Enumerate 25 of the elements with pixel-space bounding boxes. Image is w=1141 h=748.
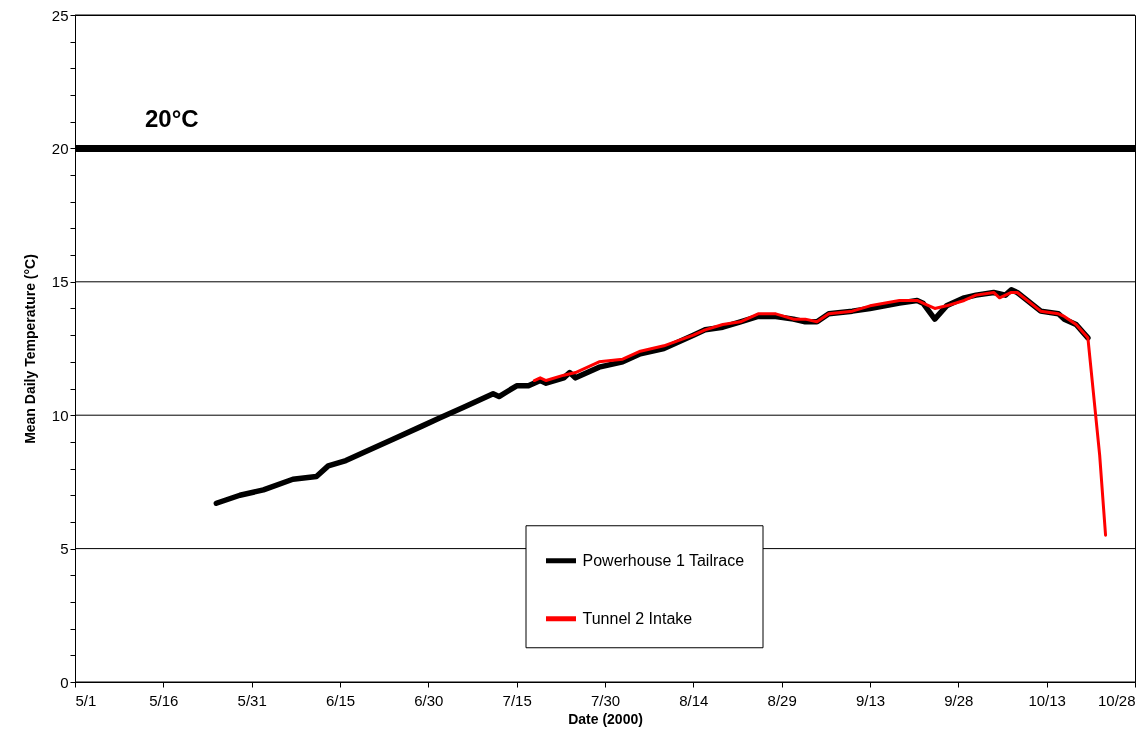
x-tick-label: 9/13 — [855, 691, 886, 709]
x-tick-label: 7/30 — [590, 691, 621, 709]
y-tick-label: 20 — [51, 139, 69, 157]
y-tick-label: 25 — [51, 6, 69, 24]
x-tick-label: 6/30 — [414, 691, 444, 709]
legend-label: Powerhouse 1 Tailrace — [582, 551, 745, 569]
line-series — [532, 290, 1108, 537]
x-tick-label: 9/28 — [944, 691, 974, 709]
x-tick-label: 10/28 — [1097, 691, 1136, 709]
y-tick-label: 0 — [60, 673, 69, 691]
y-tick-label: 10 — [51, 406, 69, 424]
x-tick-label: 5/16 — [149, 691, 179, 709]
x-axis-title: Date (2000) — [568, 710, 643, 727]
legend-label: Tunnel 2 Intake — [582, 609, 693, 627]
y-tick-label: 5 — [60, 540, 69, 558]
x-tick-label: 8/29 — [767, 691, 797, 709]
x-tick-label: 10/13 — [1028, 691, 1066, 709]
x-tick-label: 5/1 — [75, 691, 97, 709]
y-axis-title: Mean Daily Temperature (°C) — [21, 254, 38, 444]
x-tick-label: 6/15 — [325, 691, 356, 709]
x-tick-label: 7/15 — [502, 691, 532, 709]
x-tick-label: 8/14 — [679, 691, 709, 709]
y-tick-label: 15 — [51, 273, 69, 291]
ref-line-label: 20°C — [145, 105, 199, 133]
x-tick-label: 5/31 — [237, 691, 267, 709]
